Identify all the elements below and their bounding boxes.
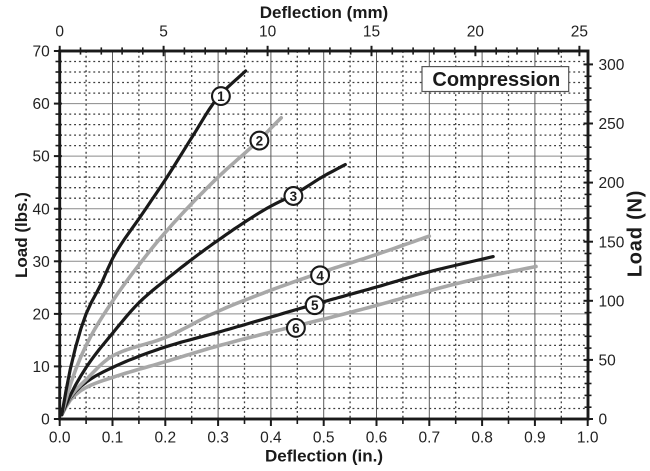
svg-text:15: 15 bbox=[363, 24, 380, 41]
svg-text:0.5: 0.5 bbox=[313, 430, 335, 447]
svg-text:5: 5 bbox=[159, 24, 168, 41]
svg-text:0: 0 bbox=[41, 412, 50, 429]
svg-text:10: 10 bbox=[33, 359, 51, 376]
svg-text:Load (lbs.): Load (lbs.) bbox=[12, 192, 31, 278]
svg-text:300: 300 bbox=[599, 57, 625, 74]
svg-text:1: 1 bbox=[217, 89, 225, 104]
svg-text:150: 150 bbox=[599, 234, 625, 251]
svg-text:0.4: 0.4 bbox=[260, 430, 282, 447]
svg-text:0.7: 0.7 bbox=[419, 430, 441, 447]
svg-text:20: 20 bbox=[467, 24, 485, 41]
svg-text:1.0: 1.0 bbox=[577, 430, 599, 447]
svg-text:Load (N): Load (N) bbox=[624, 190, 646, 278]
svg-text:Deflection (in.): Deflection (in.) bbox=[265, 446, 383, 465]
svg-text:250: 250 bbox=[599, 116, 625, 133]
svg-text:6: 6 bbox=[292, 321, 300, 336]
svg-text:70: 70 bbox=[33, 44, 51, 61]
svg-text:0: 0 bbox=[55, 24, 64, 41]
svg-text:10: 10 bbox=[259, 24, 277, 41]
svg-text:4: 4 bbox=[316, 268, 324, 283]
svg-text:0.6: 0.6 bbox=[366, 430, 388, 447]
svg-text:100: 100 bbox=[599, 293, 625, 310]
svg-text:0.2: 0.2 bbox=[155, 430, 177, 447]
svg-text:0: 0 bbox=[599, 412, 608, 429]
svg-text:0.3: 0.3 bbox=[207, 430, 229, 447]
svg-text:3: 3 bbox=[290, 189, 298, 204]
svg-text:200: 200 bbox=[599, 175, 625, 192]
svg-text:Deflection (mm): Deflection (mm) bbox=[260, 3, 388, 22]
svg-text:30: 30 bbox=[33, 254, 51, 271]
svg-text:50: 50 bbox=[33, 149, 51, 166]
svg-text:0.0: 0.0 bbox=[49, 430, 71, 447]
svg-text:Compression: Compression bbox=[432, 69, 560, 91]
svg-text:60: 60 bbox=[33, 96, 51, 113]
svg-text:5: 5 bbox=[311, 298, 319, 313]
svg-text:0.8: 0.8 bbox=[471, 430, 493, 447]
svg-text:25: 25 bbox=[571, 24, 588, 41]
svg-text:50: 50 bbox=[599, 353, 617, 370]
svg-text:40: 40 bbox=[33, 201, 51, 218]
svg-text:2: 2 bbox=[256, 134, 264, 149]
svg-text:0.9: 0.9 bbox=[524, 430, 546, 447]
svg-text:20: 20 bbox=[33, 307, 51, 324]
svg-text:0.1: 0.1 bbox=[102, 430, 124, 447]
